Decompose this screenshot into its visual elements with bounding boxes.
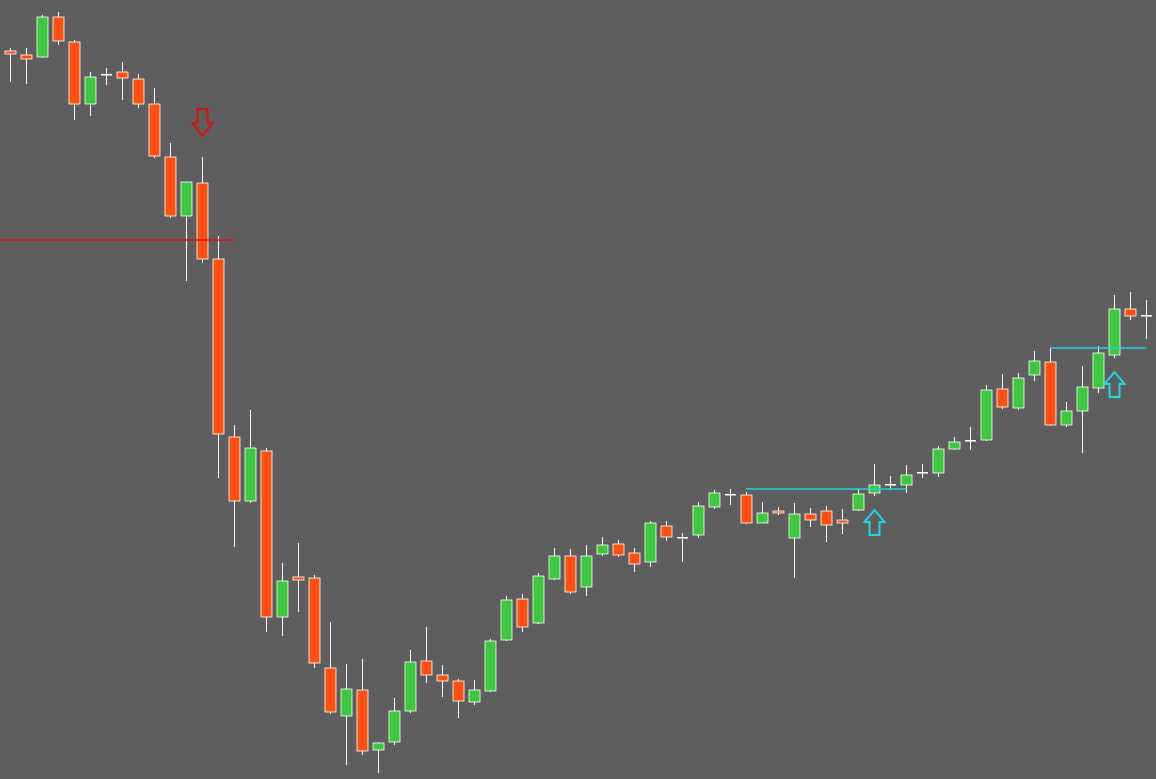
signal-arrow bbox=[190, 108, 215, 138]
candle-body bbox=[1108, 308, 1121, 356]
candle-body bbox=[1060, 410, 1073, 426]
candle-body bbox=[788, 513, 801, 539]
candle-body bbox=[68, 41, 81, 105]
candle-body bbox=[484, 640, 497, 692]
candle-body bbox=[740, 494, 753, 524]
candle-body bbox=[500, 599, 513, 641]
candle-body bbox=[564, 555, 577, 593]
candle-body bbox=[180, 181, 193, 217]
candle-body bbox=[965, 440, 976, 442]
candle-body bbox=[948, 441, 961, 450]
candle-body bbox=[452, 680, 465, 702]
candle-body bbox=[196, 182, 209, 260]
candle-body bbox=[756, 512, 769, 524]
candle-body bbox=[388, 710, 401, 743]
candle-body bbox=[1028, 360, 1041, 376]
candle-body bbox=[532, 575, 545, 624]
candle-body bbox=[228, 436, 241, 502]
candle-body bbox=[772, 510, 785, 514]
candle-body bbox=[996, 388, 1009, 408]
candle-body bbox=[804, 513, 817, 521]
candle-body bbox=[708, 492, 721, 508]
signal-arrow bbox=[1102, 370, 1127, 398]
candle-body bbox=[1076, 386, 1089, 412]
candle-body bbox=[852, 493, 865, 511]
candle-body bbox=[20, 54, 33, 60]
signal-arrow bbox=[862, 508, 887, 536]
candle-body bbox=[677, 537, 688, 539]
candle-body bbox=[1141, 315, 1152, 317]
candle-body bbox=[1092, 352, 1105, 389]
candle-body bbox=[725, 494, 736, 496]
candle-body bbox=[692, 505, 705, 536]
candle-body bbox=[612, 543, 625, 556]
candle-body bbox=[84, 76, 97, 105]
candle-body bbox=[212, 258, 225, 435]
candle-body bbox=[244, 447, 257, 502]
candle-body bbox=[1012, 377, 1025, 409]
candle-body bbox=[292, 576, 305, 581]
candle-body bbox=[420, 660, 433, 676]
candle-body bbox=[1124, 308, 1137, 317]
candle-body bbox=[644, 522, 657, 563]
candle-body bbox=[132, 78, 145, 105]
candle-body bbox=[917, 472, 928, 474]
candle-body bbox=[164, 156, 177, 217]
candle-body bbox=[308, 577, 321, 664]
candle-body bbox=[340, 688, 353, 717]
candle-body bbox=[324, 667, 337, 713]
candle-body bbox=[980, 389, 993, 441]
candle-body bbox=[101, 74, 112, 76]
candle-body bbox=[660, 525, 673, 538]
candle-body bbox=[52, 16, 65, 42]
candle-body bbox=[596, 544, 609, 555]
candle-body bbox=[4, 50, 17, 55]
candle-body bbox=[148, 103, 161, 157]
candle-body bbox=[356, 689, 369, 752]
candle-body bbox=[372, 742, 385, 751]
candle-body bbox=[276, 580, 289, 618]
candle-body bbox=[836, 519, 849, 524]
candle-body bbox=[516, 598, 529, 628]
candle-body bbox=[932, 448, 945, 474]
candle-body bbox=[36, 16, 49, 58]
candle-body bbox=[436, 674, 449, 682]
candle-body bbox=[580, 555, 593, 588]
candle-body bbox=[548, 555, 561, 580]
candle-body bbox=[885, 484, 896, 486]
candle-body bbox=[1044, 361, 1057, 426]
candle-body bbox=[628, 552, 641, 565]
candle-body bbox=[404, 661, 417, 712]
candle-body bbox=[468, 689, 481, 703]
candle-body bbox=[820, 510, 833, 526]
candle-body bbox=[116, 71, 129, 79]
candle-body bbox=[260, 450, 273, 618]
candle-body bbox=[900, 474, 913, 486]
